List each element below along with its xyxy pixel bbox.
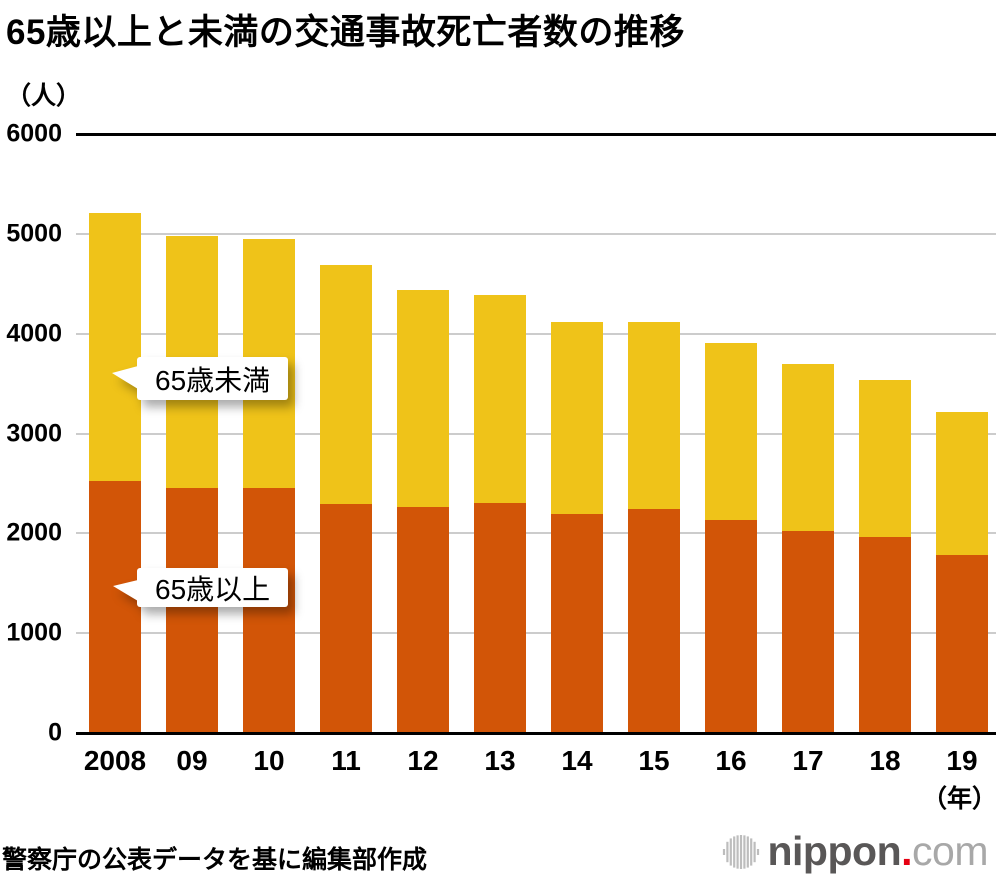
bar-segment-65plus-16 bbox=[705, 519, 757, 733]
x-tick-label-11: 11 bbox=[331, 745, 361, 776]
x-axis-unit-label: （年） bbox=[921, 785, 997, 813]
bar-segment-under65-17 bbox=[782, 364, 834, 532]
bar-segment-under65-19 bbox=[936, 412, 988, 556]
x-tick-label-2008: 2008 bbox=[83, 745, 147, 776]
gridline-4000 bbox=[76, 332, 996, 335]
logo-text-dot: . bbox=[901, 828, 913, 874]
chart-title: 65歳以上と未満の交通事故死亡者数の推移 bbox=[6, 13, 685, 52]
y-tick-label-6000: 6000 bbox=[6, 119, 62, 148]
nippon-com-logo: nippon.com bbox=[721, 831, 989, 872]
callout-label-65plus: 65歳以上 bbox=[155, 573, 271, 605]
x-tick-label-14: 14 bbox=[561, 745, 593, 776]
x-tick-label-17: 17 bbox=[792, 745, 824, 776]
source-note: 警察庁の公表データを基に編集部作成 bbox=[2, 846, 428, 874]
bar-segment-under65-16 bbox=[705, 343, 757, 520]
bar-segment-65plus-10 bbox=[243, 488, 295, 733]
bar-segment-65plus-09 bbox=[166, 488, 218, 733]
bar-segment-65plus-15 bbox=[628, 508, 680, 733]
y-tick-label-4000: 4000 bbox=[6, 319, 62, 348]
gridline-1000 bbox=[76, 632, 996, 635]
y-tick-label-2000: 2000 bbox=[6, 518, 62, 547]
x-tick-label-18: 18 bbox=[869, 745, 901, 776]
bar-segment-65plus-18 bbox=[859, 536, 911, 733]
bar-segment-under65-18 bbox=[859, 380, 911, 537]
bar-segment-under65-14 bbox=[551, 322, 603, 515]
callout-bubble-65plus: 65歳以上 bbox=[112, 568, 289, 607]
x-tick-label-10: 10 bbox=[253, 745, 285, 776]
y-tick-label-0: 0 bbox=[48, 718, 62, 747]
bar-segment-65plus-12 bbox=[397, 506, 449, 733]
bar-segment-under65-12 bbox=[397, 289, 449, 507]
bar-segment-65plus-19 bbox=[936, 555, 988, 733]
bar-segment-65plus-2008 bbox=[89, 481, 141, 733]
bar-segment-65plus-11 bbox=[320, 504, 372, 733]
gridline-3000 bbox=[76, 432, 996, 435]
callout-bubble-under65: 65歳未満 bbox=[111, 357, 289, 400]
nippon-logo-text: nippon.com bbox=[768, 831, 989, 872]
gridline-5000 bbox=[76, 232, 996, 235]
x-tick-label-12: 12 bbox=[407, 745, 439, 776]
y-axis-unit-label: （人） bbox=[6, 82, 82, 110]
bar-segment-65plus-17 bbox=[782, 531, 834, 733]
y-tick-label-3000: 3000 bbox=[6, 419, 62, 447]
bar-segment-under65-15 bbox=[628, 321, 680, 509]
bar-segment-65plus-13 bbox=[474, 503, 526, 733]
nippon-logo-bars-icon bbox=[722, 834, 759, 869]
gridline-2000 bbox=[76, 532, 996, 535]
bar-segment-under65-2008 bbox=[89, 212, 141, 482]
bar-segment-under65-11 bbox=[320, 264, 372, 505]
x-tick-label-13: 13 bbox=[484, 745, 516, 776]
x-tick-label-09: 09 bbox=[176, 745, 208, 776]
bar-segment-65plus-14 bbox=[551, 514, 603, 733]
bar-segment-under65-13 bbox=[474, 294, 526, 504]
logo-text-com: com bbox=[912, 828, 988, 874]
y-tick-label-1000: 1000 bbox=[6, 618, 62, 647]
callout-label-under65: 65歳未満 bbox=[155, 364, 271, 396]
x-tick-label-15: 15 bbox=[638, 745, 670, 776]
x-axis-line bbox=[76, 732, 996, 735]
y-tick-label-5000: 5000 bbox=[6, 219, 62, 248]
logo-text-nippon: nippon bbox=[767, 828, 902, 874]
x-tick-label-19: 19 bbox=[946, 745, 978, 776]
x-tick-label-16: 16 bbox=[715, 745, 747, 776]
gridline-top bbox=[76, 132, 996, 136]
